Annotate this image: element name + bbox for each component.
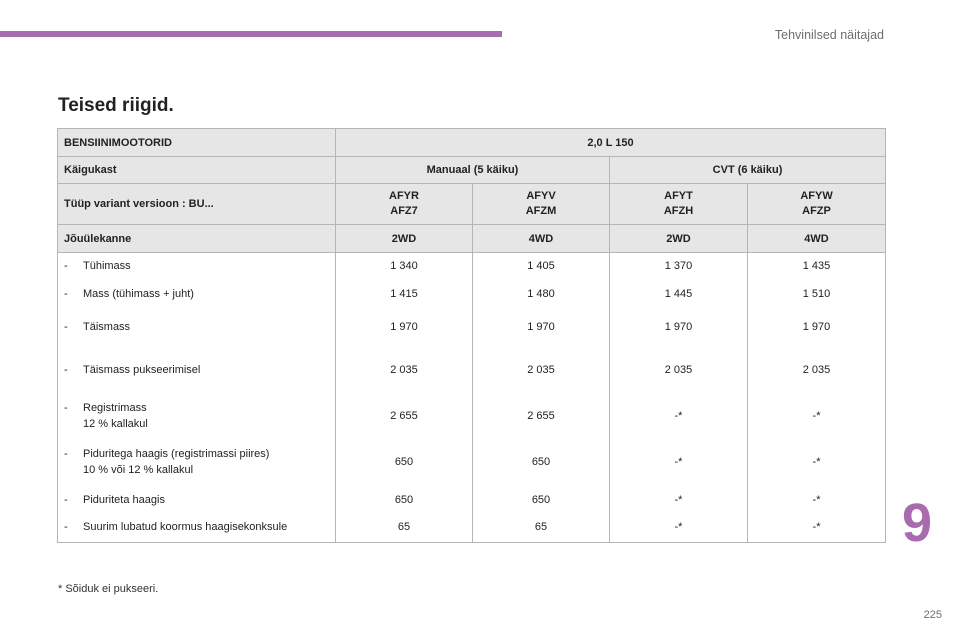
row-value: 1 340 — [335, 252, 473, 280]
variant-label: Tüüp variant versioon : BU... — [57, 183, 336, 225]
row-value: 1 970 — [472, 307, 610, 346]
row-label: Mass (tühimass + juht) — [83, 287, 194, 300]
row-label: Täismass — [83, 320, 131, 333]
row-value: 1 370 — [609, 252, 748, 280]
section-color-bar — [0, 31, 502, 37]
row-value: 1 970 — [746, 307, 887, 346]
list-dash: - — [64, 493, 68, 506]
variant-code: AFYR AFZ7 — [335, 183, 473, 225]
table-row: - Täismass pukseerimisel 2 035 2 035 2 035 2 … — [57, 345, 887, 394]
row-value: 1 435 — [746, 252, 887, 280]
engine-label: BENSIINIMOOTORID — [57, 128, 336, 157]
list-dash: - — [64, 260, 68, 273]
row-label-cell: - Piduriteta haagis — [57, 486, 336, 513]
chapter-number: 9 — [902, 493, 933, 553]
row-value: -* — [609, 512, 748, 543]
drive-value: 2WD — [609, 224, 748, 253]
table-row: - Piduritega haagis (registrimassi piires… — [57, 437, 887, 487]
row-value: 650 — [335, 486, 473, 513]
gearbox-row: Käigukast Manuaal (5 käiku) CVT (6 käiku… — [57, 156, 887, 184]
row-value: 65 — [472, 512, 610, 543]
table-row: - Täismass 1 970 1 970 1 970 1 970 — [57, 307, 887, 346]
variant-code: AFYW AFZP — [746, 183, 887, 225]
footnote: * Sõiduk ei pukseeri. — [58, 583, 159, 595]
row-label-cell: - Mass (tühimass + juht) — [57, 279, 336, 308]
row-value: 2 035 — [746, 345, 887, 394]
row-label-cell: - Tühimass — [57, 252, 336, 280]
drive-label: Jõuülekanne — [57, 224, 336, 253]
row-value: 1 970 — [335, 307, 473, 346]
row-label-cell: - Registrimass 12 % kallakul — [57, 393, 336, 438]
table-row: - Tühimass 1 340 1 405 1 370 1 435 — [57, 252, 887, 280]
gearbox-manual: Manuaal (5 käiku) — [335, 156, 610, 184]
row-value: -* — [746, 393, 887, 438]
row-label-cell: - Täismass — [57, 307, 336, 346]
list-dash: - — [64, 287, 68, 300]
row-value: 1 405 — [472, 252, 610, 280]
variant-code: AFYV AFZM — [472, 183, 610, 225]
row-value: 2 655 — [472, 393, 610, 438]
list-dash: - — [64, 448, 68, 460]
table-row: - Piduriteta haagis 650 650 -* -* — [57, 486, 887, 513]
row-value: 65 — [335, 512, 473, 543]
row-label-cell: - Täismass pukseerimisel — [57, 345, 336, 394]
list-dash: - — [64, 401, 68, 414]
row-label-cell: - Suurim lubatud koormus haagisekonksule — [57, 512, 336, 543]
row-label: Piduriteta haagis — [83, 493, 165, 506]
list-dash: - — [64, 320, 68, 333]
gearbox-cvt: CVT (6 käiku) — [608, 156, 887, 184]
row-label: Tühimass — [83, 260, 131, 273]
row-value: 650 — [472, 486, 610, 513]
variant-row: Tüüp variant versioon : BU... AFYR AFZ7 … — [57, 183, 887, 225]
page-title: Teised riigid. — [58, 95, 174, 116]
drive-value: 4WD — [746, 224, 887, 253]
row-value: 1 415 — [335, 279, 473, 308]
engine-row: BENSIINIMOOTORID 2,0 L 150 — [57, 128, 887, 157]
drive-row: Jõuülekanne 2WD 4WD 2WD 4WD — [57, 224, 887, 253]
list-dash: - — [64, 363, 68, 376]
table-row: - Mass (tühimass + juht) 1 415 1 480 1 445 1 … — [57, 279, 887, 308]
section-header: Tehvinilsed näitajad — [774, 28, 884, 42]
row-value: 1 510 — [746, 279, 887, 308]
row-value: 2 035 — [609, 345, 748, 394]
row-value: 2 035 — [335, 345, 473, 394]
row-label: Piduritega haagis (registrimassi piires)… — [83, 448, 270, 476]
row-value: 2 655 — [335, 393, 473, 438]
drive-value: 4WD — [472, 224, 610, 253]
row-label: Suurim lubatud koormus haagisekonksule — [83, 521, 288, 534]
row-value: -* — [746, 512, 887, 543]
row-label-cell: - Piduritega haagis (registrimassi piires… — [57, 437, 336, 487]
gearbox-label: Käigukast — [57, 156, 336, 184]
row-value: -* — [609, 486, 748, 513]
variant-code: AFYT AFZH — [609, 183, 748, 225]
page-number: 225 — [923, 609, 942, 621]
spec-table-body: - Tühimass 1 340 1 405 1 370 1 435 - Mass (tühi… — [57, 252, 887, 543]
row-value: -* — [746, 437, 887, 487]
row-label: Registrimass 12 % kallakul — [83, 401, 148, 430]
row-value: 1 445 — [609, 279, 748, 308]
row-value: -* — [746, 486, 887, 513]
row-value: 1 480 — [472, 279, 610, 308]
engine-value: 2,0 L 150 — [334, 128, 887, 157]
row-value: 650 — [335, 437, 473, 487]
row-value: 1 970 — [609, 307, 748, 346]
table-row: - Registrimass 12 % kallakul 2 655 2 655 -* -… — [57, 393, 887, 438]
row-label: Täismass pukseerimisel — [83, 363, 201, 376]
spec-table: BENSIINIMOOTORID 2,0 L 150 Käigukast Man… — [57, 128, 887, 543]
row-value: 650 — [472, 437, 610, 487]
row-value: 2 035 — [472, 345, 610, 394]
list-dash: - — [64, 521, 68, 534]
row-value: -* — [609, 393, 748, 438]
table-row: - Suurim lubatud koormus haagisekonksule 6… — [57, 512, 887, 543]
row-value: -* — [609, 437, 748, 487]
drive-value: 2WD — [335, 224, 473, 253]
